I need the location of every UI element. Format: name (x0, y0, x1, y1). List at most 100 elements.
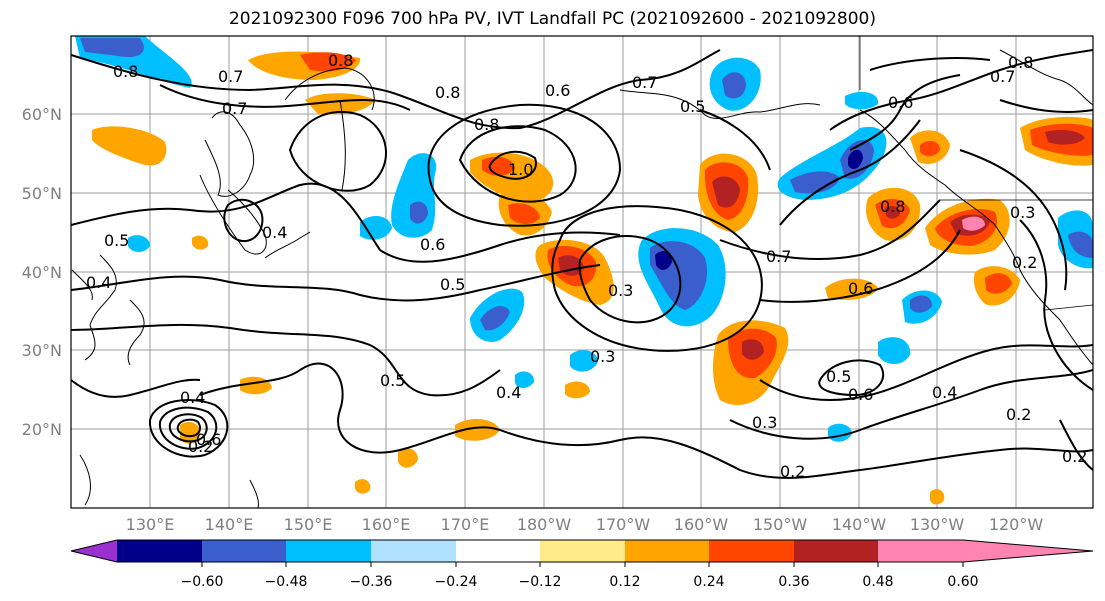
positive-anomaly-region (962, 216, 985, 231)
contour-label: 0.6 (848, 279, 873, 298)
negative-anomaly-region (1068, 231, 1093, 258)
colorbar-tick-label: −0.48 (265, 574, 308, 590)
positive-anomaly-region (742, 339, 764, 360)
colorbar: −0.60 −0.48 −0.36 −0.24 −0.12 0.12 0.24 … (70, 539, 1094, 590)
contour-label: 0.2 (1012, 253, 1037, 272)
colorbar-tick-label: 0.12 (609, 574, 640, 590)
positive-anomaly-region (565, 381, 590, 399)
contour-label: 0.7 (990, 67, 1015, 86)
contour-label: 0.3 (752, 413, 777, 432)
colorbar-segment (371, 540, 456, 562)
contour-label: 0.8 (435, 83, 460, 102)
contour-label: 0.6 (545, 81, 570, 100)
coastlines (71, 49, 1093, 508)
contour-label: 0.8 (474, 115, 499, 134)
lon-label: 180°W (517, 515, 572, 534)
contour-label: 0.6 (848, 385, 873, 404)
colorbar-tick-label: 0.48 (862, 574, 893, 590)
contour-label: 0.4 (86, 273, 111, 292)
colorbar-tick-label: 0.36 (778, 574, 809, 590)
lon-label: 150°E (284, 515, 333, 534)
ivt-contours (71, 49, 1093, 479)
longitude-labels: 130°E 140°E 150°E 160°E 170°E 180°W 170°… (126, 515, 1044, 534)
lon-label: 150°W (753, 515, 808, 534)
colorbar-tick-label: −0.36 (350, 574, 393, 590)
lat-label: 40°N (22, 263, 62, 282)
map-title: 2021092300 F096 700 hPa PV, IVT Landfall… (228, 9, 876, 29)
positive-anomaly-region (825, 278, 878, 300)
lon-label: 170°E (441, 515, 490, 534)
negative-anomaly-region (128, 235, 150, 252)
positive-anomaly-region (712, 176, 740, 208)
positive-anomaly-region (180, 422, 201, 444)
colorbar-tick-label: −0.12 (519, 574, 562, 590)
contour-label: 0.3 (608, 281, 633, 300)
colorbar-segment (625, 540, 709, 562)
colorbar-tick-label: −0.60 (181, 574, 224, 590)
contour-label: 0.2 (780, 462, 805, 481)
positive-anomaly-region (300, 52, 356, 72)
colorbar-ticks (201, 562, 964, 567)
contour-label: 0.4 (262, 223, 287, 242)
lon-label: 140°W (832, 515, 887, 534)
positive-anomaly-region (92, 126, 167, 166)
positive-anomaly-region (930, 489, 945, 505)
contour-label: 0.4 (180, 388, 205, 407)
positive-anomaly-region (455, 418, 500, 441)
contour-label: 0.5 (104, 231, 129, 250)
lat-label: 20°N (22, 420, 62, 439)
lon-label: 130°E (126, 515, 175, 534)
contour-label: 0.8 (1008, 53, 1033, 72)
positive-anomaly-region (192, 235, 209, 250)
negative-anomaly-region (410, 201, 428, 224)
contour-label: 0.7 (766, 247, 791, 266)
lat-label: 30°N (22, 341, 62, 360)
negative-anomaly-region (480, 306, 510, 331)
positive-anomaly-region (1045, 130, 1085, 145)
map-area: 0.8 0.7 0.7 0.8 0.8 0.6 0.7 0.5 0.6 0.7 … (71, 36, 1093, 508)
contour-label: 0.2 (188, 437, 213, 456)
negative-anomaly-region (80, 38, 144, 58)
latitude-labels: 60°N 50°N 40°N 30°N 20°N (22, 105, 62, 439)
negative-anomaly-region (570, 350, 598, 372)
colorbar-segment (456, 540, 540, 562)
contour-label: 0.6 (420, 235, 445, 254)
lon-label: 140°E (205, 515, 254, 534)
map-frame (70, 35, 1094, 509)
contour-label: 0.7 (632, 73, 657, 92)
negative-anomaly-region (845, 91, 879, 110)
positive-anomaly-region (305, 93, 375, 115)
contour-label: 0.4 (496, 383, 521, 402)
contour-label: 0.7 (222, 99, 247, 118)
positive-anomaly-region (398, 448, 418, 468)
contour-label: 0.2 (1062, 447, 1087, 466)
colorbar-segment (878, 540, 963, 562)
contour-label: 0.5 (680, 97, 705, 116)
contour-label: 0.5 (826, 367, 851, 386)
contour-label: 0.5 (440, 275, 465, 294)
contour-label: 0.5 (380, 371, 405, 390)
positive-anomaly-region (508, 203, 540, 224)
lon-label: 130°W (910, 515, 965, 534)
contour-label: 0.8 (880, 197, 905, 216)
contour-label: 0.8 (328, 51, 353, 70)
colorbar-outline (70, 539, 1094, 563)
contour-label: 1.0 (508, 160, 533, 179)
negative-anomaly-region (910, 295, 932, 313)
positive-anomaly-region (482, 156, 515, 176)
colorbar-min-extension (71, 540, 117, 562)
lon-label: 160°W (674, 515, 729, 534)
contour-label: 0.6 (196, 430, 221, 449)
contour-label: 0.6 (888, 93, 913, 112)
negative-anomaly-region (790, 171, 840, 194)
colorbar-segment (540, 540, 625, 562)
gridlines (71, 36, 1093, 508)
colorbar-segment (709, 540, 794, 562)
colorbar-max-extension (963, 540, 1093, 562)
negative-anomaly-region (655, 250, 672, 270)
contour-label: 0.3 (1010, 203, 1035, 222)
colorbar-tick-label: 0.24 (693, 574, 724, 590)
negative-anomaly-region (848, 149, 863, 170)
lat-label: 60°N (22, 105, 62, 124)
